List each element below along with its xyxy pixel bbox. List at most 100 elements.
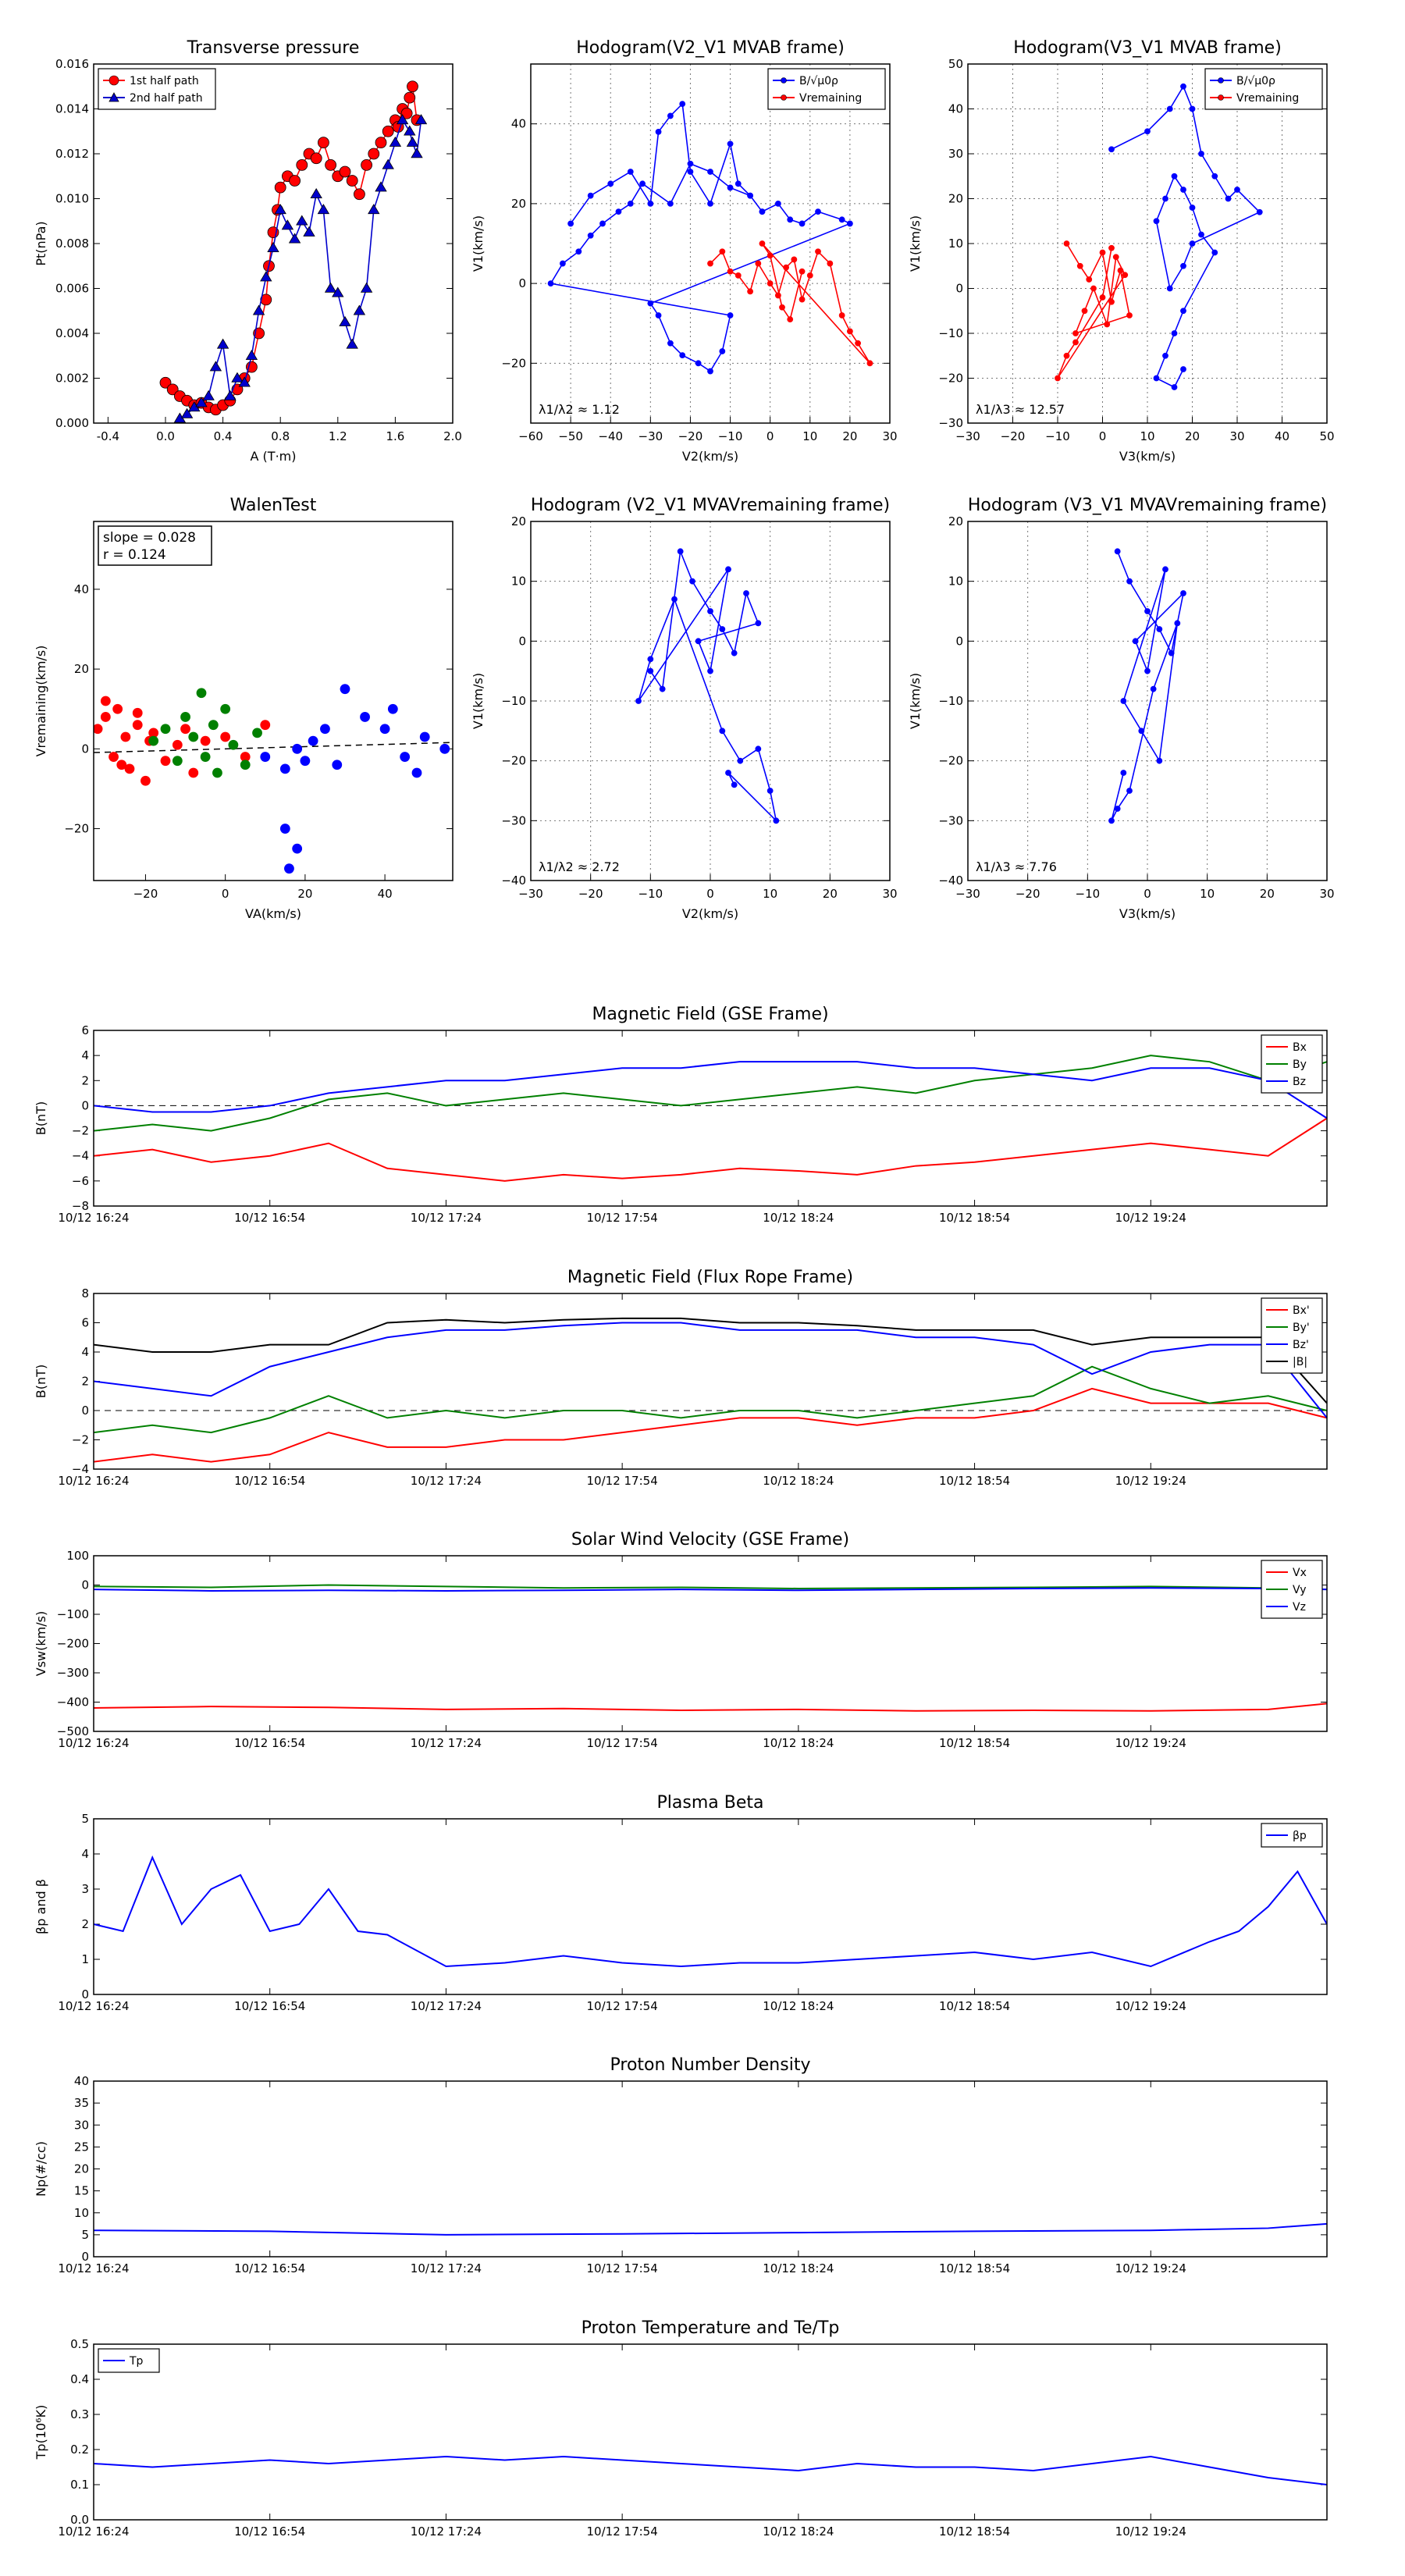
data-point (1180, 83, 1186, 90)
series-line (94, 1322, 1327, 1419)
legend-marker (1218, 77, 1224, 84)
y-tick-label: −40 (938, 873, 963, 888)
x-tick-label: 30 (1229, 429, 1244, 443)
y-tick-label: 0.2 (70, 2443, 89, 2457)
data-point (1108, 244, 1115, 251)
legend-marker (781, 77, 787, 84)
plot-frame (93, 2343, 1328, 2521)
data-point (100, 696, 111, 706)
legend: Vx Vy Vz (1261, 1560, 1323, 1619)
y-tick-label: 0 (955, 282, 963, 296)
x-tick-label: 30 (1319, 887, 1334, 901)
data-point (627, 169, 634, 175)
data-point (635, 698, 642, 704)
legend: B/√μ0ρ Vremaining (1204, 68, 1323, 110)
legend-marker (108, 75, 119, 86)
data-point (124, 763, 135, 774)
legend: βp (1261, 1823, 1323, 1848)
x-tick-label: 0 (222, 887, 229, 901)
x-tick-label: 0.0 (156, 429, 175, 443)
data-point (400, 107, 413, 119)
x-tick-label: −30 (955, 887, 980, 901)
y-tick-label: 6 (81, 1316, 89, 1330)
legend-label: Bx (1293, 1041, 1307, 1054)
data-point (1126, 312, 1133, 318)
data-point (310, 187, 322, 199)
y-tick-label: −10 (938, 326, 963, 340)
x-tick-label: 20 (297, 887, 312, 901)
x-tick-label: −10 (1076, 887, 1101, 901)
data-point (289, 175, 301, 187)
y-tick-label: 40 (74, 582, 89, 596)
series-|B| (94, 1317, 1327, 1404)
y-tick-label: −20 (938, 372, 963, 386)
y-tick-label: 0 (81, 2250, 89, 2264)
x-tick-label: 10/12 19:24 (1115, 2524, 1186, 2539)
y-tick-label: 15 (74, 2184, 89, 2198)
x-tick-label: 10/12 17:54 (587, 1211, 658, 1225)
legend-box (767, 68, 886, 110)
y-tick-label: 5 (81, 1812, 89, 1826)
data-point (731, 649, 738, 656)
x-tick-label: −20 (578, 887, 603, 901)
y-tick-label: −8 (72, 1199, 89, 1213)
series-Vx (94, 1703, 1327, 1712)
y-tick-label: 40 (511, 117, 526, 131)
data-point (783, 264, 790, 271)
data-point (224, 390, 237, 400)
hodogram-v3-v1-mvab-chart: Hodogram(V3_V1 MVAB frame) −30 −20 −10 0 10 20… (908, 38, 1335, 464)
data-point (719, 728, 726, 735)
data-point (737, 757, 744, 764)
x-axis-label: VA(km/s) (245, 906, 301, 921)
data-point (759, 208, 766, 215)
data-point (195, 397, 208, 407)
y-tick-label: −500 (57, 1724, 89, 1738)
data-point (667, 112, 674, 119)
chart-title: WalenTest (230, 496, 317, 515)
legend-label: |B| (1293, 1356, 1307, 1368)
stats-box (98, 525, 212, 566)
data-point (260, 752, 271, 762)
data-point (1086, 276, 1093, 283)
data-point (1114, 548, 1121, 555)
data-point (260, 720, 271, 731)
x-tick-label: 10/12 17:24 (411, 1736, 482, 1750)
y-axis-label: B(nT) (34, 1101, 48, 1135)
solar-wind-velocity-chart: Solar Wind Velocity (GSE Frame) 10/12 16:… (34, 1530, 1328, 1750)
y-axis-label: Vremaining(km/s) (34, 646, 48, 757)
data-point (317, 137, 329, 149)
data-point (228, 739, 239, 750)
x-tick-label: 10/12 17:24 (411, 1211, 482, 1225)
y-axis-label: Tp(10⁶K) (34, 2405, 48, 2460)
data-point (166, 383, 179, 396)
x-tick-label: 1.6 (386, 429, 404, 443)
y-tick-label: −4 (72, 1149, 89, 1163)
data-point (303, 226, 315, 237)
x-tick-label: 0 (706, 887, 714, 901)
chart-title: Hodogram(V2_V1 MVAB frame) (576, 38, 845, 58)
data-point (727, 268, 734, 275)
x-axis-label: V3(km/s) (1119, 906, 1176, 921)
legend-label: βp (1293, 1830, 1307, 1842)
legend-marker (1218, 94, 1224, 101)
y-tick-label: 0.006 (55, 282, 89, 296)
data-point (1108, 146, 1115, 153)
data-point (687, 160, 694, 167)
y-tick-label: 20 (74, 2162, 89, 2176)
data-point (1166, 105, 1173, 112)
y-tick-label: 0 (81, 1098, 89, 1112)
x-tick-label: 10/12 16:24 (58, 1211, 129, 1225)
data-point (132, 720, 143, 731)
y-tick-label: −20 (501, 754, 526, 768)
data-point (731, 781, 738, 788)
data-point (1120, 698, 1127, 704)
y-tick-label: −40 (501, 873, 526, 888)
data-point (245, 349, 258, 361)
x-tick-label: 0 (1099, 429, 1107, 443)
magnetic-field-gse-chart: Magnetic Field (GSE Frame) 10/12 16:24 10/… (34, 1005, 1328, 1225)
data-point (1144, 667, 1151, 674)
data-point (1166, 285, 1173, 292)
x-tick-label: 10 (802, 429, 817, 443)
chart-title: Magnetic Field (Flux Rope Frame) (567, 1268, 853, 1287)
x-tick-label: 10/12 18:24 (763, 2524, 834, 2539)
